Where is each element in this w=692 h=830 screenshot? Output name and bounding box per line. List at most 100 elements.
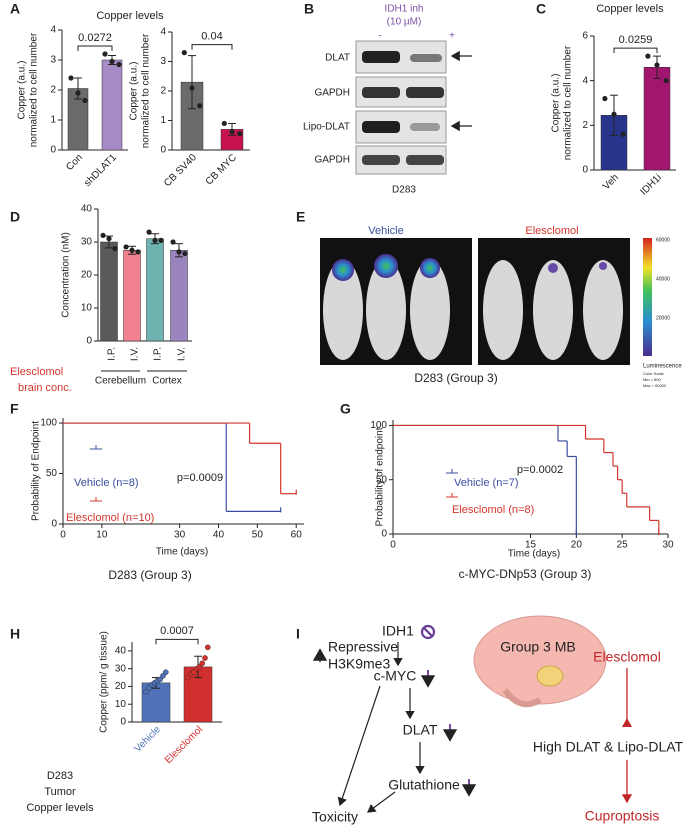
y-tick-label: 2 bbox=[582, 120, 588, 131]
blot: IDH1 inh (10 µM) - + DLAT GAPDH Lipo-DLA… bbox=[303, 4, 472, 196]
bar bbox=[101, 59, 123, 151]
x-tick-label: I.P. bbox=[107, 347, 118, 361]
y-axis-label: normalized to cell number bbox=[29, 32, 40, 147]
x-tick-label: I.V. bbox=[130, 347, 141, 361]
bar bbox=[146, 238, 164, 342]
epigenetic: H3K9me3 bbox=[328, 656, 390, 672]
band bbox=[362, 51, 400, 63]
data-point bbox=[181, 50, 187, 56]
scale-tick: 60000 bbox=[656, 237, 670, 243]
bar bbox=[100, 241, 118, 342]
tumor-label: Group 3 MB bbox=[500, 639, 575, 655]
y-tick-label: 1 bbox=[160, 115, 166, 126]
y-tick-label: 50 bbox=[46, 468, 58, 479]
chart-subtitle: c-MYC-DNp53 (Group 3) bbox=[459, 567, 592, 581]
y-tick-label: 1 bbox=[50, 115, 56, 126]
row-label: GAPDH bbox=[314, 88, 350, 99]
data-point bbox=[75, 90, 81, 96]
panel-label: G bbox=[340, 401, 351, 417]
x-tick-label: 40 bbox=[213, 530, 225, 541]
x-tick-label: Con bbox=[64, 152, 85, 173]
group-label: Cortex bbox=[152, 376, 181, 387]
y-tick-label: 4 bbox=[160, 27, 166, 38]
data-point bbox=[100, 232, 106, 238]
x-tick-label: 15 bbox=[525, 540, 537, 551]
x-tick-label: 10 bbox=[96, 530, 108, 541]
side-label: Copper levels bbox=[26, 802, 94, 814]
data-point bbox=[189, 85, 195, 91]
row-label: GAPDH bbox=[314, 155, 350, 166]
x-tick-label: 0 bbox=[60, 530, 66, 541]
lane-label: - bbox=[378, 31, 381, 42]
y-tick-label: 100 bbox=[370, 420, 387, 431]
data-point bbox=[602, 95, 608, 102]
data-point bbox=[158, 237, 164, 243]
y-tick-label: 2 bbox=[50, 85, 56, 96]
y-tick-label: 30 bbox=[81, 237, 93, 248]
y-axis-label: Copper (a.u.) bbox=[551, 74, 562, 133]
y-tick-label: 20 bbox=[115, 681, 127, 692]
y-axis-label: Copper (a.u.) bbox=[17, 61, 28, 120]
inhibit-icon bbox=[423, 627, 433, 637]
data-point bbox=[611, 111, 617, 117]
y-tick-label: 0 bbox=[50, 145, 56, 156]
brain bbox=[473, 615, 607, 705]
panel-label: A bbox=[10, 1, 20, 17]
band bbox=[362, 155, 400, 165]
significance-bracket bbox=[191, 44, 233, 50]
bar bbox=[170, 250, 188, 342]
x-axis-label: Time (days) bbox=[508, 549, 560, 560]
panel-label: B bbox=[304, 1, 314, 17]
p-value: p=0.0002 bbox=[517, 464, 563, 476]
data-point bbox=[106, 236, 112, 242]
x-tick-label: 20 bbox=[571, 540, 583, 551]
y-axis-label: Copper (a.u.) bbox=[129, 62, 140, 121]
scale-note: Color Scale bbox=[643, 371, 664, 376]
data-point bbox=[146, 229, 152, 235]
data-point bbox=[182, 250, 188, 257]
bar bbox=[643, 67, 671, 171]
data-point bbox=[202, 655, 208, 661]
y-tick-label: 4 bbox=[50, 25, 56, 36]
inhibit-icon bbox=[420, 624, 436, 640]
data-point bbox=[204, 644, 211, 651]
color-scale bbox=[643, 238, 652, 356]
y-tick-label: 0 bbox=[160, 145, 166, 156]
tumor bbox=[536, 665, 564, 687]
legend-label: Elesclomol (n=8) bbox=[452, 504, 534, 516]
scale-note: Min = 600 bbox=[643, 377, 661, 382]
panel-label: I bbox=[296, 626, 300, 642]
data-point bbox=[645, 53, 651, 59]
x-tick-label: I.V. bbox=[177, 347, 188, 361]
scale-tick: 40000 bbox=[656, 276, 670, 282]
data-point bbox=[152, 237, 158, 243]
group-label: Elesclomol bbox=[525, 225, 578, 237]
diagram: IDH1 Repressive H3K9me3 c-MYC DLAT Gluta… bbox=[312, 615, 684, 825]
data-point bbox=[199, 660, 205, 667]
side-label: D283 bbox=[47, 770, 73, 782]
signal bbox=[332, 254, 607, 281]
panel-label: E bbox=[296, 209, 305, 225]
data-point bbox=[620, 131, 626, 137]
blot-dose: (10 µM) bbox=[387, 17, 422, 28]
data-point bbox=[116, 61, 122, 68]
data-point bbox=[135, 249, 141, 255]
y-axis-label: normalized to cell number bbox=[563, 45, 574, 160]
data-point bbox=[162, 669, 169, 676]
scale-tick: 20000 bbox=[656, 315, 670, 321]
x-tick-label: IDH1i bbox=[639, 172, 664, 197]
y-tick-label: 3 bbox=[160, 56, 166, 67]
data-point bbox=[654, 62, 660, 68]
epigenetic: Repressive bbox=[328, 639, 398, 655]
legend-label: Vehicle (n=7) bbox=[454, 477, 519, 489]
p-value: p=0.0009 bbox=[177, 472, 223, 484]
cell-line: D283 bbox=[392, 185, 416, 196]
side-label: brain conc. bbox=[18, 382, 72, 394]
data-point bbox=[176, 249, 182, 255]
arrow-head bbox=[622, 718, 632, 727]
significance-bracket bbox=[155, 638, 199, 645]
chart-title: Copper levels bbox=[96, 10, 164, 22]
data-point bbox=[229, 129, 235, 135]
y-tick-label: 40 bbox=[115, 646, 127, 657]
